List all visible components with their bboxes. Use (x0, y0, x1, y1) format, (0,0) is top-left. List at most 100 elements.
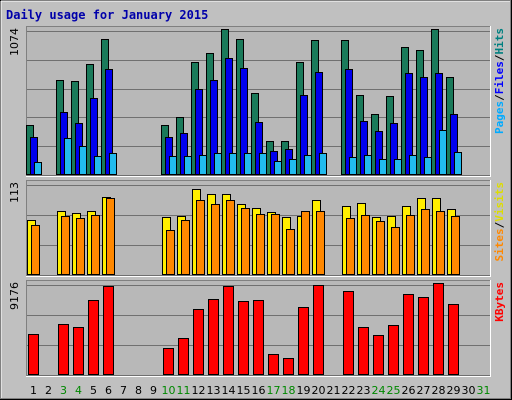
bar-sites-day-4 (76, 218, 85, 275)
x-tick-label-day-1: 1 (30, 384, 37, 397)
bar-pages-day-11 (184, 156, 192, 175)
bar-sites-day-19 (301, 211, 310, 275)
legend-hits: Pages/Files/Hits (493, 28, 506, 134)
bar-kbytes-day-23 (358, 327, 369, 375)
bar-sites-day-13 (211, 204, 220, 275)
bar-pages-day-27 (424, 157, 432, 175)
x-tick-label-day-20: 20 (312, 384, 326, 397)
bar-sites-day-16 (256, 214, 265, 275)
x-tick-label-day-17: 17 (267, 384, 281, 397)
legend-entry: Files (493, 61, 506, 94)
x-tick-label-day-22: 22 (342, 384, 356, 397)
x-tick-label-day-26: 26 (402, 384, 416, 397)
x-tick-label-day-23: 23 (357, 384, 371, 397)
bar-pages-day-3 (64, 138, 72, 175)
bar-sites-day-12 (196, 200, 205, 275)
y-max-label-visits: 113 (8, 182, 21, 203)
bar-pages-day-4 (79, 146, 87, 175)
bar-pages-day-23 (364, 155, 372, 175)
bar-pages-day-1 (34, 162, 42, 175)
x-tick-label-day-29: 29 (447, 384, 461, 397)
bar-kbytes-day-5 (88, 300, 99, 375)
bar-sites-day-22 (346, 218, 355, 275)
legend-entry: / (493, 94, 506, 101)
bar-kbytes-day-11 (178, 338, 189, 375)
x-tick-label-day-8: 8 (135, 384, 142, 397)
bar-kbytes-day-22 (343, 291, 354, 375)
bar-pages-day-14 (229, 153, 237, 175)
bar-sites-day-17 (271, 214, 280, 275)
bar-kbytes-day-26 (403, 294, 414, 375)
bar-kbytes-day-18 (283, 358, 294, 375)
bar-sites-day-25 (391, 227, 400, 275)
bar-kbytes-day-25 (388, 325, 399, 375)
bar-pages-day-19 (304, 155, 312, 175)
x-tick-label-day-21: 21 (327, 384, 341, 397)
legend-visits: Sites/Visits (493, 182, 506, 262)
x-tick-label-day-10: 10 (162, 384, 176, 397)
bar-kbytes-day-1 (28, 334, 39, 375)
bar-kbytes-day-19 (298, 307, 309, 375)
x-tick-label-day-14: 14 (222, 384, 236, 397)
x-tick-label-day-30: 30 (462, 384, 476, 397)
bar-sites-day-14 (226, 200, 235, 275)
legend-entry: Sites (493, 228, 506, 261)
bar-kbytes-day-20 (313, 285, 324, 375)
bar-kbytes-day-12 (193, 309, 204, 375)
bar-pages-day-5 (94, 156, 102, 175)
bar-sites-day-29 (451, 216, 460, 275)
x-tick-label-day-25: 25 (387, 384, 401, 397)
bar-kbytes-day-6 (103, 286, 114, 375)
bar-pages-day-15 (244, 153, 252, 175)
bar-kbytes-day-24 (373, 335, 384, 375)
x-tick-label-day-19: 19 (297, 384, 311, 397)
bar-sites-day-28 (436, 211, 445, 275)
bar-pages-day-20 (319, 153, 327, 175)
bar-kbytes-day-28 (433, 283, 444, 375)
legend-entry: Hits (493, 28, 506, 55)
bar-pages-day-22 (349, 157, 357, 175)
bar-sites-day-26 (406, 215, 415, 275)
bar-sites-day-5 (91, 215, 100, 275)
chart-title: Daily usage for January 2015 (6, 8, 208, 22)
bar-sites-day-20 (316, 211, 325, 275)
legend-entry: / (493, 221, 506, 228)
legend-entry: KBytes (493, 282, 506, 322)
bar-kbytes-day-15 (238, 301, 249, 375)
legend-entry: Pages (493, 101, 506, 134)
x-tick-label-day-5: 5 (90, 384, 97, 397)
bar-pages-day-17 (274, 161, 282, 175)
bar-kbytes-day-3 (58, 324, 69, 375)
panel-visits: 113 Sites/Visits (8, 180, 506, 277)
x-tick-label-day-31: 31 (477, 384, 491, 397)
bar-sites-day-3 (61, 216, 70, 275)
bar-sites-day-15 (241, 208, 250, 275)
bar-kbytes-day-16 (253, 300, 264, 375)
bar-kbytes-day-4 (73, 327, 84, 375)
bar-sites-day-24 (376, 221, 385, 275)
bar-pages-day-26 (409, 155, 417, 175)
bar-sites-day-27 (421, 209, 430, 275)
bar-pages-day-24 (379, 159, 387, 175)
bar-pages-day-6 (109, 153, 117, 175)
bar-sites-day-1 (31, 225, 40, 275)
x-tick-label-day-16: 16 (252, 384, 266, 397)
bar-pages-day-10 (169, 156, 177, 175)
bar-kbytes-day-17 (268, 354, 279, 375)
x-tick-label-day-12: 12 (192, 384, 206, 397)
x-tick-label-day-4: 4 (75, 384, 82, 397)
bar-sites-day-23 (361, 215, 370, 275)
legend-entry: Visits (493, 182, 506, 222)
legend-kbytes: KBytes (493, 282, 506, 322)
bar-sites-day-18 (286, 229, 295, 275)
x-tick-label-day-3: 3 (60, 384, 67, 397)
bar-pages-day-28 (439, 130, 447, 175)
bar-pages-day-12 (199, 155, 207, 175)
x-tick-label-day-28: 28 (432, 384, 446, 397)
panel-kbytes: 9176 KBytes (8, 280, 506, 377)
bar-sites-day-11 (181, 220, 190, 275)
y-max-label-kbytes: 9176 (8, 282, 21, 310)
